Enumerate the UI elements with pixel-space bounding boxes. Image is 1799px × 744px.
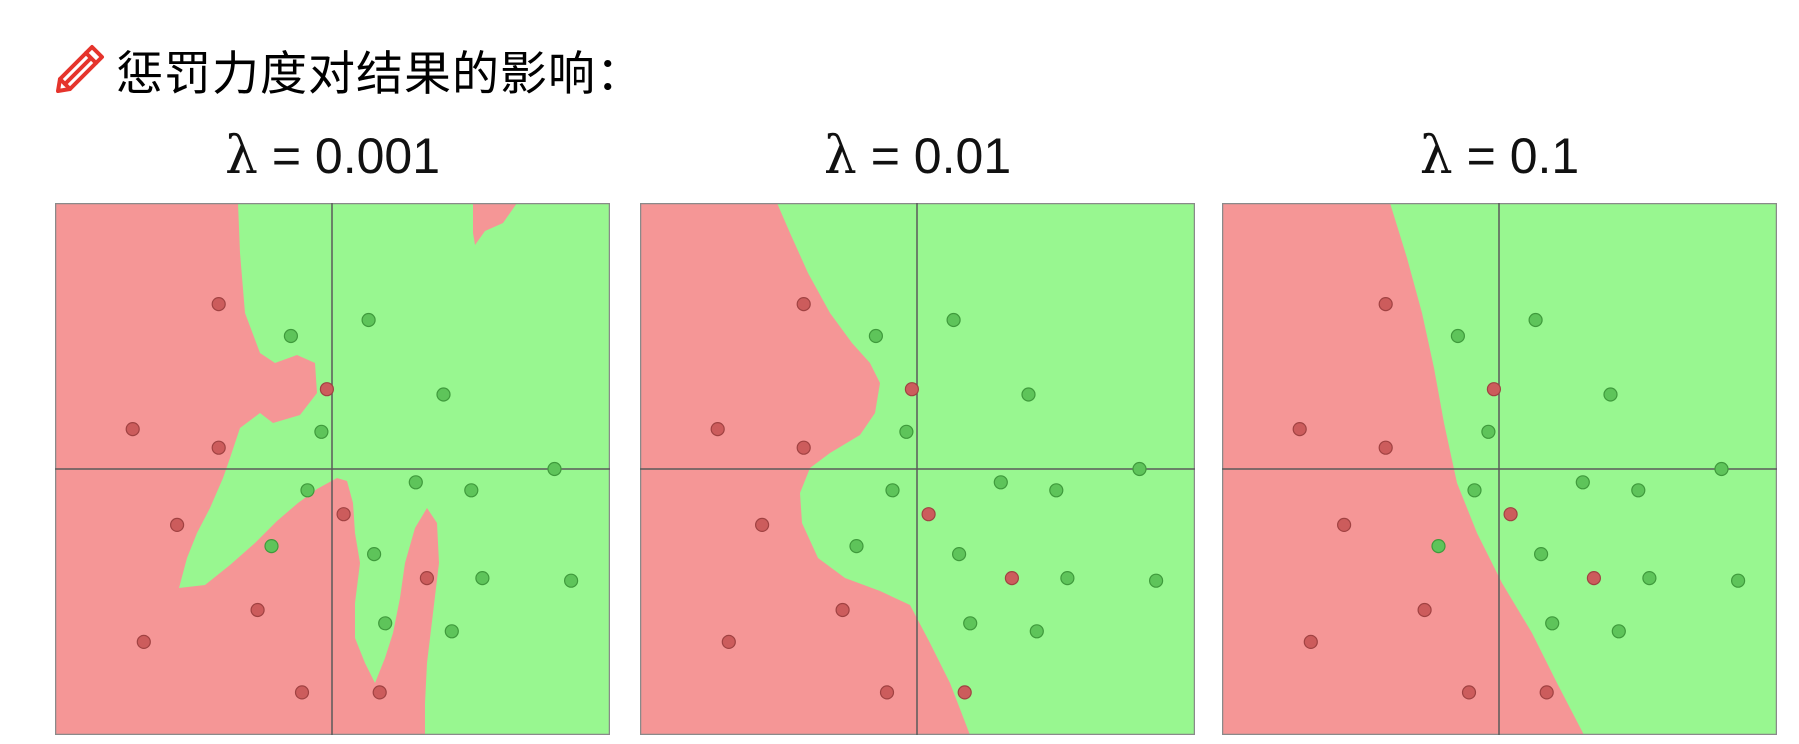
green-data-point [849,539,864,554]
heading: 惩罚力度对结果的影响： [52,34,644,104]
green-data-point [1534,547,1549,562]
red-data-point [1004,571,1019,586]
green-data-point [1528,312,1543,328]
red-data-point [250,602,265,618]
green-data-point [1021,387,1036,402]
red-region [55,203,439,735]
red-data-point [1539,685,1554,700]
red-data-point [879,685,895,700]
lambda-symbol: λ [224,126,258,186]
green-data-point [868,328,883,344]
green-data-point [1631,483,1646,498]
green-data-point [436,387,451,402]
green-data-point [1575,475,1590,490]
red-data-point [319,382,334,397]
red-data-point [921,507,936,522]
green-data-point [283,328,298,344]
green-data-point [993,475,1008,490]
green-data-point [963,616,978,631]
red-data-point [1486,382,1501,397]
green-data-point [1132,461,1147,477]
green-data-point [899,424,914,439]
red-data-point [1461,685,1477,700]
points-group [1292,296,1746,700]
green-data-point [464,483,479,498]
red-data-point [796,440,811,455]
green-data-point [885,483,900,498]
red-data-point [721,634,736,649]
red-data-point [211,440,226,455]
red-data-point [1417,602,1432,618]
red-data-point [372,685,387,700]
red-data-point [835,602,850,618]
green-data-point [367,547,382,562]
red-data-point [211,296,226,312]
red-data-point [1303,634,1318,649]
red-data-point [957,685,972,700]
green-data-point [1611,624,1626,639]
red-data-point [1586,571,1601,586]
red-data-point [1292,422,1307,437]
red-data-point [169,517,185,532]
green-data-point [1049,483,1064,498]
heading-text: 惩罚力度对结果的影响： [116,46,644,102]
green-data-point [1545,616,1560,631]
green-data-point [1029,624,1044,639]
green-data-point [1642,571,1657,586]
red-data-point [1336,517,1352,532]
green-data-point [444,624,459,639]
red-data-point [419,571,434,586]
lambda-symbol: λ [823,126,857,186]
red-data-point [904,382,919,397]
panel-title-1: λ = 0.001 [55,126,610,196]
green-data-point [1481,424,1496,439]
panel-title-2: λ = 0.01 [640,126,1195,196]
green-data-point [1060,571,1075,586]
red-data-point [294,685,310,700]
red-data-point [754,517,770,532]
green-data-point [300,483,315,498]
green-data-point [1714,461,1729,477]
lambda-value: = 0.1 [1452,128,1580,184]
green-data-point [946,312,961,328]
green-data-point [378,616,393,631]
green-data-point [314,424,329,439]
red-data-point [1378,296,1393,312]
points-group [710,296,1164,700]
red-data-point [710,422,725,437]
panel-title-3: λ = 0.1 [1222,126,1777,196]
green-data-point [547,461,562,477]
green-data-point [563,573,579,588]
lambda-value: = 0.01 [856,128,1012,184]
red-data-point [136,634,151,649]
green-data-point [1467,483,1482,498]
decision-plot-3 [1222,203,1777,735]
decision-plot-2 [640,203,1195,735]
red-data-point [125,422,140,437]
green-data-point [1450,328,1465,344]
green-data-point [1603,387,1618,402]
green-data-point [1431,539,1446,554]
points-group [125,296,579,700]
green-data-point [361,312,376,328]
lambda-symbol: λ [1419,126,1453,186]
red-region-notch [473,203,517,245]
lambda-value: = 0.001 [257,128,441,184]
green-data-point [264,539,279,554]
green-data-point [952,547,967,562]
red-data-point [1503,507,1518,522]
green-data-point [475,571,490,586]
green-data-point [408,475,423,490]
red-data-point [796,296,811,312]
pencil-icon [56,45,104,93]
green-data-point [1148,573,1164,588]
red-data-point [1378,440,1393,455]
red-data-point [336,507,351,522]
green-data-point [1730,573,1746,588]
decision-plot-1 [55,203,610,735]
